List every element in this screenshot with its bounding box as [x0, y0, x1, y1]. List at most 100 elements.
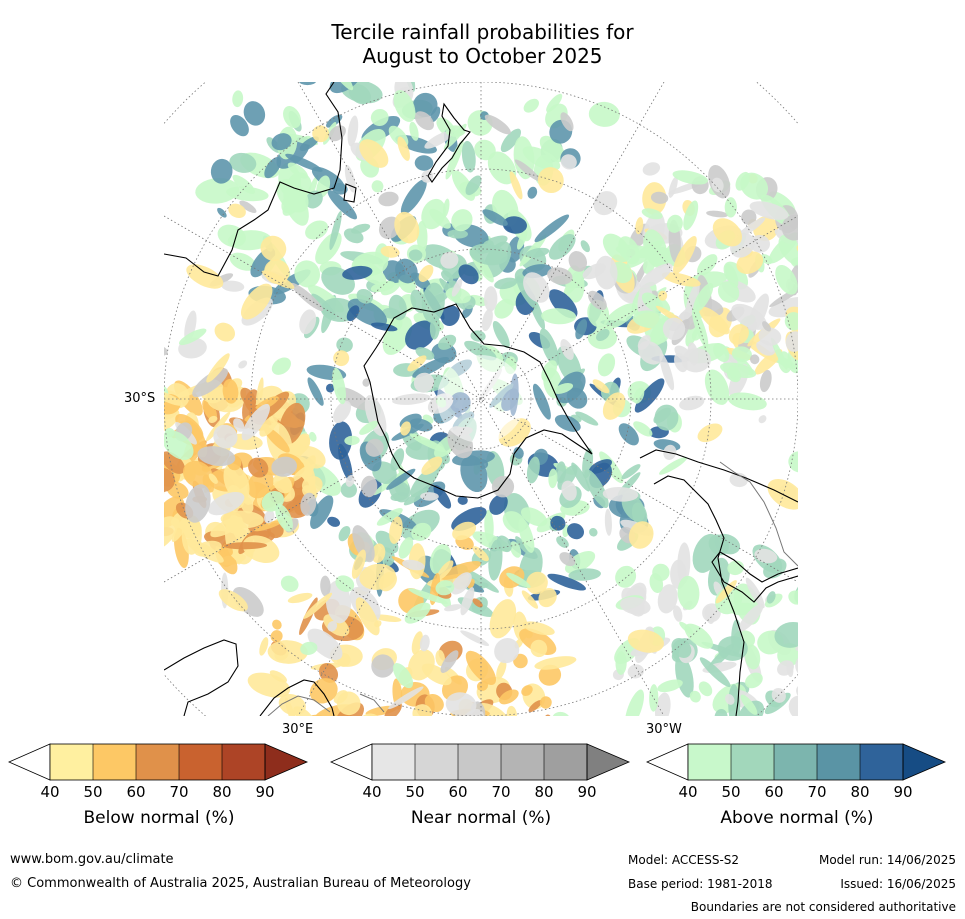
- probability-patch: [438, 334, 457, 350]
- colorbar-tick-label: 40: [362, 783, 381, 801]
- probability-patch: [440, 251, 459, 269]
- colorbar-extend-high: [902, 743, 947, 781]
- probability-patch: [744, 644, 761, 670]
- title-line-2: August to October 2025: [362, 44, 603, 68]
- probability-patch: [555, 461, 567, 484]
- probability-patch: [336, 337, 353, 353]
- probability-patch: [294, 260, 321, 288]
- probability-patch: [164, 389, 184, 406]
- probability-patch: [270, 630, 283, 643]
- probability-patch: [375, 530, 399, 554]
- probability-patch: [360, 475, 378, 498]
- probability-patch: [433, 485, 452, 509]
- lon-label-30e: 30°E: [282, 722, 314, 737]
- probability-patch: [659, 353, 675, 391]
- probability-patch: [450, 572, 472, 595]
- africa-border: [267, 693, 385, 716]
- footer-copyright: © Commonwealth of Australia 2025, Austra…: [10, 876, 471, 891]
- probability-patch: [604, 508, 612, 536]
- probability-patch: [359, 420, 379, 435]
- probability-patch: [699, 306, 730, 335]
- probability-patch: [414, 155, 434, 171]
- colorbar-tick-label: 50: [83, 783, 102, 801]
- probability-patch: [325, 383, 335, 393]
- probability-patch: [365, 438, 384, 457]
- probability-patch: [460, 630, 490, 647]
- probability-patch: [398, 537, 414, 559]
- probability-patch: [568, 251, 588, 272]
- probability-patch: [441, 270, 454, 283]
- probability-patch: [620, 596, 651, 615]
- probability-patch: [649, 684, 659, 712]
- probability-patch: [589, 528, 598, 537]
- colorbar-segment: [50, 744, 93, 780]
- probability-patch: [517, 229, 528, 250]
- probability-patch: [307, 628, 343, 661]
- probability-patch: [552, 711, 571, 716]
- probability-patch: [405, 320, 436, 350]
- probability-patch: [593, 191, 618, 216]
- probability-patch: [658, 457, 688, 475]
- colorbar-tick-label: 90: [893, 783, 912, 801]
- probability-patch: [550, 515, 566, 531]
- probability-patch: [333, 400, 352, 424]
- south-america-border: [719, 461, 798, 567]
- probability-patch: [413, 92, 438, 118]
- probability-patch: [778, 234, 798, 266]
- probability-patch: [683, 200, 699, 231]
- probability-patch: [290, 282, 324, 312]
- probability-patch: [774, 621, 798, 648]
- probability-patch: [556, 536, 569, 548]
- probability-patch: [652, 563, 670, 582]
- probability-patch: [603, 303, 637, 330]
- colorbar-segment: [817, 744, 860, 780]
- probability-patch: [359, 563, 396, 590]
- probability-patch: [679, 621, 694, 635]
- probability-patch: [230, 114, 249, 137]
- probability-patch: [421, 198, 446, 230]
- probability-patch: [371, 543, 386, 564]
- probability-patch: [624, 689, 645, 716]
- probability-patch: [575, 411, 599, 426]
- probability-patch: [594, 255, 618, 290]
- probability-patch: [222, 378, 239, 404]
- probability-patch: [457, 495, 468, 505]
- probability-patch: [538, 664, 562, 686]
- probability-patch: [766, 591, 776, 604]
- probability-patch: [403, 488, 429, 506]
- probability-patch: [408, 588, 448, 605]
- probability-patch: [615, 651, 627, 675]
- probability-patch: [525, 247, 550, 258]
- probability-patch: [326, 114, 343, 128]
- probability-patch: [580, 240, 590, 253]
- probability-patch: [445, 287, 471, 304]
- probability-patch: [311, 293, 337, 320]
- probability-patch: [264, 157, 282, 179]
- probability-patch: [445, 692, 477, 716]
- probability-patch: [362, 378, 370, 387]
- probability-patch: [413, 372, 435, 393]
- probability-patch: [299, 136, 319, 151]
- probability-patch: [272, 619, 282, 630]
- footer-model-run: Model run: 14/06/2025: [818, 853, 956, 867]
- probability-patch: [264, 259, 290, 285]
- probability-patch: [208, 473, 218, 484]
- probability-patch: [560, 154, 577, 170]
- footer-issued: Issued: 16/06/2025: [840, 877, 956, 891]
- probability-patch: [671, 638, 692, 658]
- probability-patch: [547, 573, 587, 591]
- probability-patch: [364, 395, 387, 437]
- probability-patch: [370, 322, 398, 332]
- probability-patch: [749, 354, 760, 365]
- probability-patch: [241, 403, 270, 441]
- probability-patch: [164, 467, 175, 492]
- probability-patch: [563, 267, 585, 296]
- probability-patch: [513, 446, 524, 459]
- probability-patch: [587, 290, 607, 311]
- probability-patch: [767, 478, 798, 510]
- probability-patch: [509, 171, 523, 200]
- probability-patch: [484, 114, 511, 135]
- probability-field: [164, 82, 798, 716]
- probability-patch: [775, 264, 798, 295]
- probability-patch: [731, 303, 767, 330]
